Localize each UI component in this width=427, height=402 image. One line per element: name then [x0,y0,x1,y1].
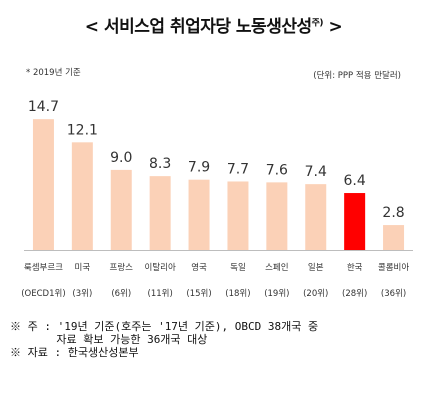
bar-6 [227,181,249,250]
chart-title-footnote-mark: 주) [311,18,324,29]
data-label-7: 7.6 [266,162,288,178]
bar-chart: 14.7 룩셈부르크 (OECD1위) 12.1 미국 (3위) 9.0 프랑스 (6위) 8.3… [21,99,413,299]
bar-4 [149,176,171,250]
chart-title: < 서비스업 취업자당 노동생산성주) > [0,12,427,37]
chart-title-text: < 서비스업 취업자당 노동생산성 [84,17,312,37]
category-label-1: 룩셈부르크 [24,263,63,273]
category-label-2: 미국 [75,263,91,273]
bar-10 [383,225,405,250]
category-label-10: 콜롬비아 [378,262,409,273]
rank-label-7: (19위) [264,289,289,299]
rank-label-3: (6위) [111,289,131,299]
rank-label-2: (3위) [72,289,92,299]
rank-label-10: (36위) [381,289,406,299]
category-label-9: 한국 [347,263,363,273]
data-label-3: 9.0 [110,150,132,166]
chart-subnote: * 2019년 기준 [26,68,81,78]
category-label-6: 독일 [230,263,246,273]
footnote-source: ※ 자료 : 한국생산성본부 [10,346,139,359]
bar-1 [32,119,54,250]
data-label-9: 6.4 [344,173,366,189]
rank-label-5: (15위) [186,289,211,299]
data-label-4: 8.3 [149,156,171,172]
data-label-2: 12.1 [67,122,98,138]
bar-9 [344,193,366,250]
footnote-note: ※ 주 : '19년 기준(호주는 '17년 기준), OBCD 38개국 중 [10,320,319,333]
data-label-8: 7.4 [305,164,327,180]
bar-5 [188,179,210,250]
bar-2 [71,142,93,250]
category-label-5: 영국 [191,262,207,273]
data-label-1: 14.7 [28,99,59,115]
data-label-10: 2.8 [382,205,404,221]
unit-label: (단위: PPP 적용 만달러) [313,71,401,81]
footnote-note-continued: 자료 확보 가능한 36개국 대상 [10,333,208,346]
chart-title-end: > [323,17,343,37]
category-label-8: 일본 [308,263,324,273]
footnotes: ※ 주 : '19년 기준(호주는 '17년 기준), OBCD 38개국 중 … [10,320,420,359]
category-label-3: 프랑스 [110,262,134,273]
rank-label-1: (OECD1위) [21,289,65,299]
rank-label-4: (11위) [148,289,173,299]
rank-label-6: (18위) [225,289,250,299]
bar-3 [110,169,132,250]
category-label-4: 이탈리아 [145,262,176,273]
rank-label-9: (28위) [342,289,367,299]
bar-8 [305,184,327,250]
category-label-7: 스페인 [265,262,288,273]
data-label-6: 7.7 [227,161,249,177]
bar-7 [266,182,288,250]
data-label-5: 7.9 [188,160,210,176]
rank-label-8: (20위) [303,289,328,299]
